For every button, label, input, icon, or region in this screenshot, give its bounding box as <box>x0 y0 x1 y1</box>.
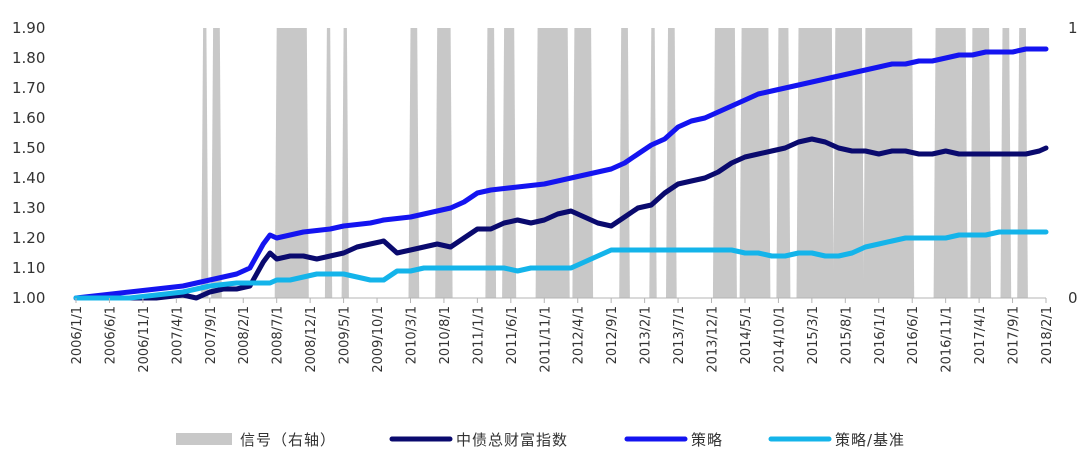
series-lines <box>73 46 1049 301</box>
y2-tick-label: 1 <box>1068 19 1078 37</box>
y-tick-label: 1.60 <box>12 109 45 127</box>
x-tick-label: 2016/11/1 <box>940 306 955 373</box>
x-tick-label: 2006/6/1 <box>103 306 118 364</box>
x-tick-label: 2007/4/1 <box>170 306 185 364</box>
x-tick-label: 2011/6/1 <box>505 306 520 364</box>
signal-block-7 <box>485 28 497 298</box>
y-tick-label: 1.20 <box>12 229 45 247</box>
x-tick-label: 2015/3/1 <box>806 306 821 364</box>
x-tick-label: 2013/7/1 <box>672 306 687 364</box>
x-tick-label: 2016/6/1 <box>906 306 921 364</box>
signal-block-21 <box>970 28 992 298</box>
signal-block-22 <box>1000 28 1012 298</box>
x-tick-label: 2006/11/1 <box>137 306 152 373</box>
signal-block-20 <box>933 28 968 298</box>
signal-block-16 <box>776 28 791 298</box>
signal-block-0 <box>201 28 209 298</box>
signal-block-13 <box>666 28 677 298</box>
signal-block-8 <box>502 28 517 298</box>
signal-block-6 <box>435 28 453 298</box>
y-tick-label: 1.10 <box>12 259 45 277</box>
signal-block-5 <box>408 28 420 298</box>
signal-block-14 <box>712 28 737 298</box>
x-tick-label: 2012/4/1 <box>572 306 587 364</box>
signal-block-12 <box>649 28 657 298</box>
x-tick-label: 2010/3/1 <box>404 306 419 364</box>
y-axis-right-ticks: 01 <box>1068 19 1078 307</box>
y-tick-label: 1.70 <box>12 79 45 97</box>
y-tick-label: 1.30 <box>12 199 45 217</box>
legend-label: 信号（右轴） <box>240 431 336 449</box>
y-tick-label: 1.80 <box>12 49 45 67</box>
legend-label: 中债总财富指数 <box>456 431 568 449</box>
x-tick-label: 2014/10/1 <box>772 306 787 373</box>
signal-block-9 <box>535 28 570 298</box>
x-axis-ticks: 2006/1/1 2006/6/1 2006/11/1 2007/4/1 2007/9/… <box>70 298 1055 373</box>
x-tick-label: 2017/9/1 <box>1007 306 1022 364</box>
y-tick-label: 1.50 <box>12 139 45 157</box>
y-axis-left-ticks: 1.00 1.10 1.20 1.30 1.40 1.50 1.60 1.70 1.80 1.90 <box>12 19 45 307</box>
signal-block-10 <box>572 28 594 298</box>
y-tick-label: 1.90 <box>12 19 45 37</box>
signal-block-15 <box>739 28 771 298</box>
series-line-1 <box>73 46 1049 301</box>
legend-label: 策略 <box>691 431 723 449</box>
x-tick-label: 2017/4/1 <box>973 306 988 364</box>
signal-block-23 <box>1017 28 1028 298</box>
x-tick-label: 2010/8/1 <box>438 306 453 364</box>
x-tick-label: 2015/8/1 <box>839 306 854 364</box>
y-tick-label: 1.00 <box>12 289 45 307</box>
x-tick-label: 2014/5/1 <box>739 306 754 364</box>
series-line-0 <box>73 136 1049 301</box>
y-tick-label: 1.40 <box>12 169 45 187</box>
y2-tick-label: 0 <box>1068 289 1078 307</box>
x-tick-label: 2013/2/1 <box>639 306 654 364</box>
x-tick-label: 2008/2/1 <box>237 306 252 364</box>
legend-swatch-signal <box>176 433 232 445</box>
x-tick-label: 2016/1/1 <box>873 306 888 364</box>
signal-block-1 <box>211 28 222 298</box>
series-line-2 <box>73 229 1049 301</box>
x-tick-label: 2009/10/1 <box>371 306 386 373</box>
x-tick-label: 2013/12/1 <box>706 306 721 373</box>
x-tick-label: 2007/9/1 <box>204 306 219 364</box>
legend: 信号（右轴） 中债总财富指数 策略 策略/基准 <box>176 431 905 449</box>
x-tick-label: 2018/2/1 <box>1040 306 1055 364</box>
signal-block-19 <box>863 28 915 298</box>
signal-block-17 <box>796 28 834 298</box>
x-tick-label: 2012/9/1 <box>605 306 620 364</box>
x-tick-label: 2008/12/1 <box>304 306 319 373</box>
x-tick-label: 2009/5/1 <box>338 306 353 364</box>
x-tick-label: 2011/11/1 <box>538 306 553 373</box>
x-tick-label: 2006/1/1 <box>70 306 85 364</box>
signal-block-18 <box>833 28 864 298</box>
signal-block-4 <box>341 28 349 298</box>
x-tick-label: 2008/7/1 <box>271 306 286 364</box>
legend-label: 策略/基准 <box>835 431 905 449</box>
x-tick-label: 2011/1/1 <box>471 306 486 364</box>
